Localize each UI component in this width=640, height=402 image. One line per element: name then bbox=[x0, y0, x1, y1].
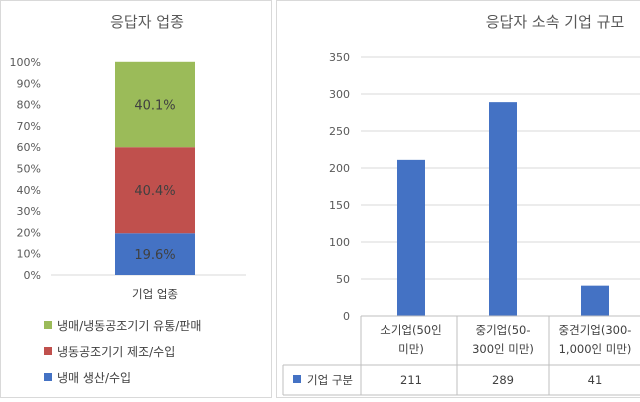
x-category-label: 기업 업종 bbox=[132, 287, 178, 301]
y-tick-label: 0% bbox=[24, 269, 41, 282]
industry-chart: 응답자 업종 0% 10% 20% 30% 40% 50% 60% 70% 80% 90% 100% 1… bbox=[10, 13, 246, 385]
legend-label: 냉동공조기기 제조/수입 bbox=[57, 345, 175, 359]
right-chart-panel: 응답자 소속 기업 규모 0 50 100 150 200 250 300 350 소기업(50인… bbox=[276, 0, 640, 398]
y-tick-label: 350 bbox=[329, 51, 350, 64]
y-tick-label: 20% bbox=[17, 226, 41, 239]
legend-label: 기업 구분 bbox=[307, 373, 353, 387]
bar-segment bbox=[115, 233, 195, 275]
x-category-label: 중견기업(300- bbox=[559, 323, 632, 337]
bar bbox=[581, 285, 609, 316]
data-label: 19.6% bbox=[134, 248, 175, 263]
y-tick-label: 300 bbox=[329, 88, 350, 101]
data-label: 40.1% bbox=[134, 98, 175, 113]
left-chart-panel: 응답자 업종 0% 10% 20% 30% 40% 50% 60% 70% 80% 90% 100% 1… bbox=[0, 0, 272, 398]
bar bbox=[397, 159, 425, 316]
y-tick-label: 50% bbox=[17, 163, 41, 176]
y-tick-label: 60% bbox=[17, 141, 41, 154]
table-value: 211 bbox=[400, 373, 422, 387]
x-category-label: 중기업(50- bbox=[475, 323, 530, 337]
y-tick-label: 90% bbox=[17, 77, 41, 90]
y-tick-label: 250 bbox=[329, 125, 350, 138]
table-value: 289 bbox=[492, 373, 514, 387]
legend-swatch bbox=[44, 321, 52, 329]
bar-segment bbox=[115, 61, 195, 148]
y-tick-label: 50 bbox=[336, 273, 350, 286]
y-tick-label: 10% bbox=[17, 248, 41, 261]
y-tick-label: 100 bbox=[329, 236, 350, 249]
x-category-label: 1,000인 미만) bbox=[559, 342, 632, 356]
legend-swatch bbox=[44, 373, 52, 381]
table-value: 41 bbox=[588, 373, 603, 387]
legend-label: 냉매 생산/수입 bbox=[57, 371, 131, 385]
y-tick-label: 80% bbox=[17, 99, 41, 112]
y-tick-label: 100% bbox=[10, 56, 41, 69]
y-tick-label: 200 bbox=[329, 162, 350, 175]
x-category-label: 미만) bbox=[398, 342, 424, 356]
x-category-label: 300인 미만) bbox=[472, 342, 534, 356]
bar bbox=[489, 102, 517, 316]
chart-title: 응답자 업종 bbox=[110, 13, 184, 31]
y-tick-label: 70% bbox=[17, 120, 41, 133]
y-tick-label: 30% bbox=[17, 205, 41, 218]
chart-title: 응답자 소속 기업 규모 bbox=[486, 13, 625, 31]
data-label: 40.4% bbox=[134, 184, 175, 199]
legend-swatch bbox=[44, 347, 52, 355]
bar-segment bbox=[115, 147, 195, 234]
legend-swatch bbox=[293, 375, 301, 383]
y-tick-label: 0 bbox=[343, 310, 350, 323]
y-tick-label: 40% bbox=[17, 184, 41, 197]
legend-label: 냉매/냉동공조기기 유통/판매 bbox=[57, 319, 201, 333]
x-category-label: 소기업(50인 bbox=[380, 323, 441, 337]
company-size-chart: 응답자 소속 기업 규모 0 50 100 150 200 250 300 350 소기업(50인… bbox=[282, 13, 640, 396]
y-tick-label: 150 bbox=[329, 199, 350, 212]
